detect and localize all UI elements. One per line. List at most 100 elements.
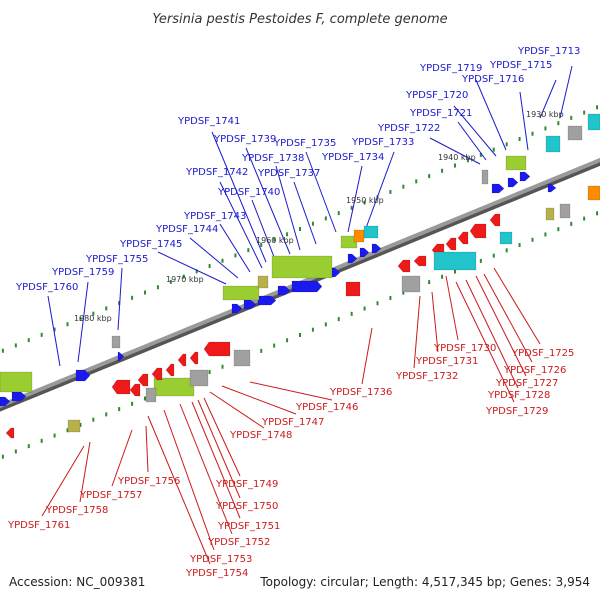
leader-line xyxy=(275,165,301,251)
leader-line xyxy=(245,147,291,255)
gene-feature xyxy=(559,203,571,219)
gene-label-reverse: YPDSF_1749 xyxy=(215,479,278,490)
gene-label-forward: YPDSF_1733 xyxy=(351,137,414,148)
gene-label-forward: YPDSF_1745 xyxy=(119,239,182,250)
gene-feature xyxy=(469,223,487,239)
gene-label-reverse: YPDSF_1747 xyxy=(261,417,324,428)
map-title: Yersinia pestis Pestoides F, complete ge… xyxy=(152,12,447,27)
leader-line xyxy=(431,291,439,353)
gene-feature xyxy=(567,125,583,141)
gene-feature xyxy=(177,353,187,367)
gene-label-forward: YPDSF_1721 xyxy=(409,108,472,119)
gene-label-reverse: YPDSF_1750 xyxy=(215,501,278,512)
gene-feature xyxy=(189,351,199,365)
leader-line xyxy=(211,131,267,263)
gene-label-forward: YPDSF_1759 xyxy=(51,267,114,278)
gene-feature xyxy=(203,341,231,357)
gene-feature xyxy=(257,275,269,289)
gene-feature xyxy=(413,255,427,267)
gene-feature xyxy=(457,231,469,245)
gene-feature xyxy=(75,369,91,382)
gene-label-forward: YPDSF_1740 xyxy=(217,187,280,198)
leader-line xyxy=(147,415,211,565)
gene-label-reverse: YPDSF_1736 xyxy=(329,387,392,398)
gene-feature xyxy=(111,379,131,395)
leader-line xyxy=(465,279,519,389)
gene-feature xyxy=(153,377,195,397)
gene-feature xyxy=(545,135,561,153)
gene-feature xyxy=(359,247,370,258)
gene-labels: YPDSF_1713 YPDSF_1715 YPDSF_1716YPDSF_1719… xyxy=(7,46,580,579)
gene-feature xyxy=(291,280,323,293)
gene-feature xyxy=(0,371,33,393)
gene-feature xyxy=(222,285,260,301)
leader-line xyxy=(413,295,421,369)
gene-feature xyxy=(165,363,175,377)
leader-line xyxy=(77,281,89,363)
gene-label-reverse: YPDSF_1725 xyxy=(511,348,574,359)
leader-line xyxy=(251,199,277,263)
gene-feature xyxy=(363,225,379,239)
gene-feature xyxy=(67,419,81,433)
gene-label-reverse: YPDSF_1731 xyxy=(415,356,478,367)
leader-line xyxy=(293,181,317,245)
kbp-marker: 1960 kbp xyxy=(256,236,294,245)
kbp-markers: 1930 kbp 1940 kbp 1950 kbp 1960 kbp 1970 kbp… xyxy=(74,110,564,323)
gene-feature xyxy=(277,285,291,296)
leader-line xyxy=(219,223,251,273)
gene-label-reverse: YPDSF_1751 xyxy=(217,521,280,532)
gene-label-forward: YPDSF_1738 xyxy=(241,153,304,164)
gene-feature xyxy=(505,155,527,171)
gene-feature xyxy=(489,213,501,227)
gene-feature xyxy=(519,171,531,182)
label-leader-lines xyxy=(41,65,573,565)
gene-label-reverse: YPDSF_1728 xyxy=(487,390,550,401)
leader-line xyxy=(157,251,227,285)
gene-label-reverse: YPDSF_1727 xyxy=(495,378,558,389)
leader-line xyxy=(493,267,541,345)
leader-line xyxy=(445,275,459,341)
leader-line xyxy=(111,429,133,487)
gene-label-forward: YPDSF_1737 xyxy=(257,168,320,179)
gene-label-forward: YPDSF_1722 xyxy=(377,123,440,134)
gene-feature xyxy=(371,243,382,254)
leader-line xyxy=(41,445,85,517)
leader-line xyxy=(361,327,373,385)
gene-feature xyxy=(587,185,600,201)
gene-label-forward: YPDSF_1744 xyxy=(155,224,218,235)
gene-feature xyxy=(401,275,421,293)
leader-line xyxy=(453,105,497,157)
gene-feature xyxy=(231,303,243,314)
gene-feature xyxy=(397,259,411,273)
gene-label-forward: YPDSF_1741 xyxy=(177,116,240,127)
leader-line xyxy=(429,137,481,165)
gene-label-reverse: YPDSF_1753 xyxy=(189,554,252,565)
gene-feature xyxy=(507,177,519,188)
gene-feature xyxy=(547,183,557,193)
gene-feature xyxy=(257,295,277,306)
gene-feature xyxy=(5,427,15,439)
gene-feature xyxy=(189,369,209,387)
gene-label-reverse: YPDSF_1754 xyxy=(185,568,248,579)
gene-feature xyxy=(137,373,149,387)
gene-label-forward: YPDSF_1720 xyxy=(405,90,468,101)
leader-line xyxy=(221,385,297,415)
gene-feature xyxy=(499,231,513,245)
leader-line xyxy=(539,79,557,119)
leader-line xyxy=(163,409,215,551)
gene-feature xyxy=(111,335,121,349)
leader-line xyxy=(559,65,573,119)
leader-line xyxy=(197,399,241,499)
gene-label-forward: YPDSF_1716 xyxy=(461,74,524,85)
gene-feature xyxy=(129,383,141,397)
gene-label-reverse: YPDSF_1761 xyxy=(7,520,70,531)
gene-label-reverse: YPDSF_1732 xyxy=(395,371,458,382)
leader-line xyxy=(219,181,263,269)
leader-line xyxy=(457,121,487,161)
leader-line xyxy=(145,425,149,473)
gene-feature xyxy=(271,255,333,279)
leader-line xyxy=(79,441,91,503)
gene-feature xyxy=(587,113,600,131)
gene-feature xyxy=(345,281,361,297)
